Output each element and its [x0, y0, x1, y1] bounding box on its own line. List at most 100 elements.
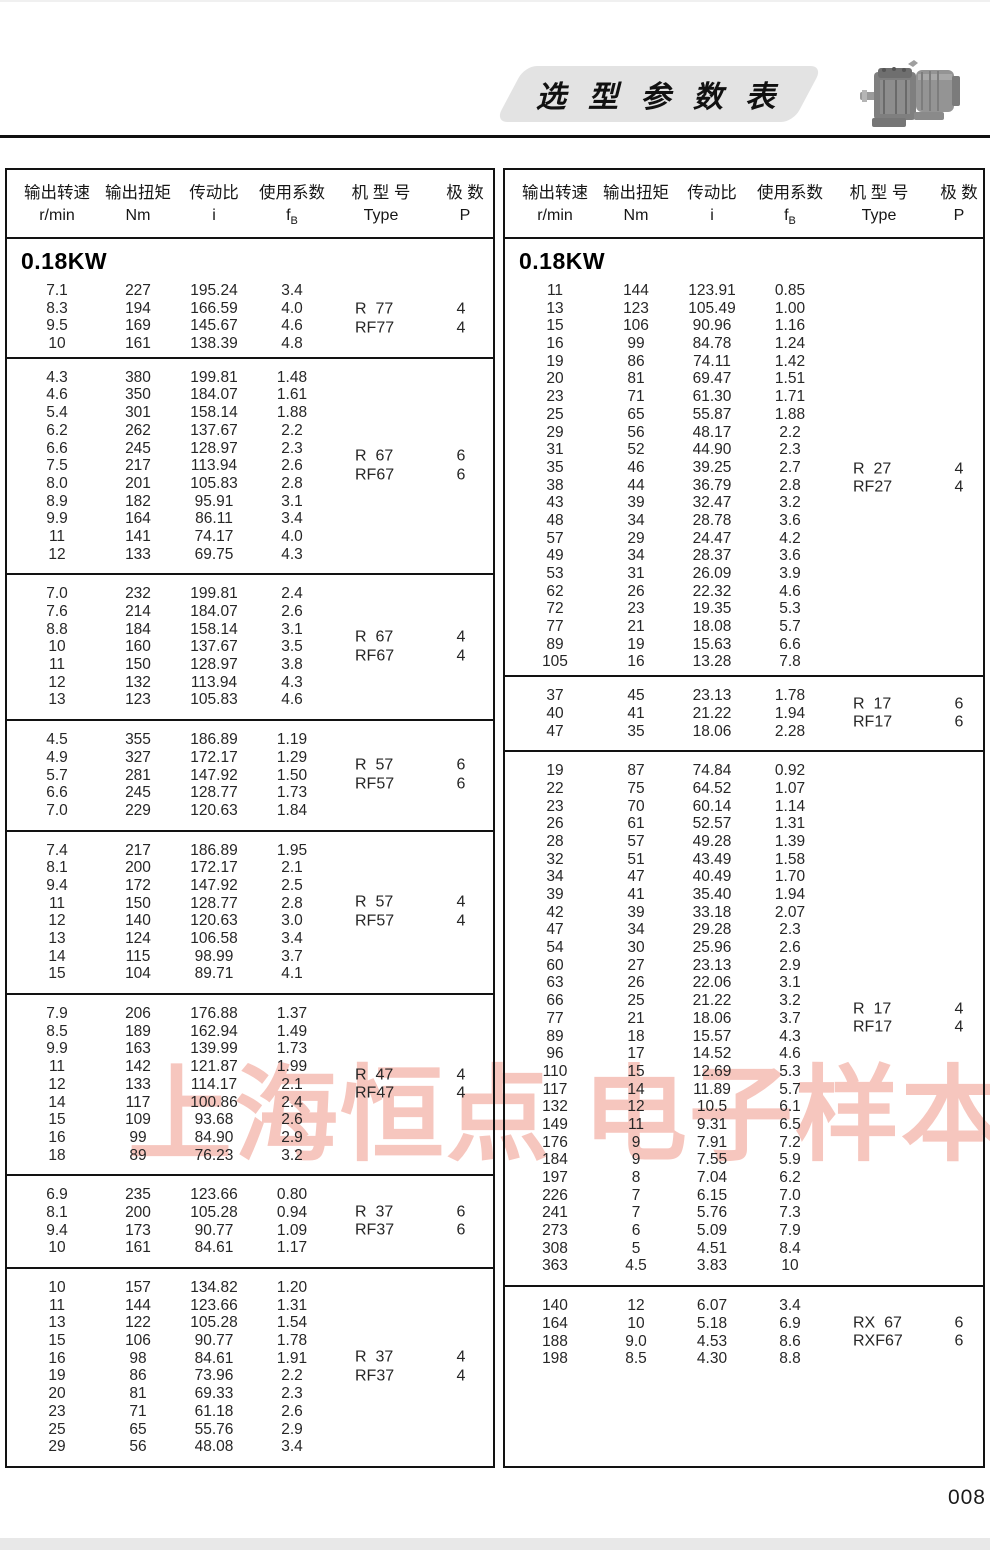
table-header-left: 输出转速 r/min 输出扭矩 Nm 传动比 i 使用系数 fB 机 型 号 T… [7, 170, 493, 239]
cell-service-factor: 1.78 [774, 687, 806, 705]
table-row: 4.3 380 199.81 1.48 [7, 369, 493, 387]
type-label: RF67 [355, 647, 395, 665]
cell-service-factor: 7.8 [779, 653, 801, 671]
cell-service-factor: 2.8 [281, 894, 303, 912]
cell-ratio: 4.53 [696, 1332, 728, 1350]
cell-output-speed: 8.1 [46, 859, 68, 877]
cell-output-speed: 184 [542, 1151, 568, 1169]
cell-ratio: 3.83 [696, 1257, 728, 1275]
cell-output-speed: 7.6 [46, 603, 68, 620]
cell-ratio: 5.18 [696, 1314, 728, 1332]
cell-output-speed: 29 [546, 423, 564, 441]
table-row: 7.5 217 113.94 2.6 [7, 457, 493, 475]
table-row: 77 21 18.08 5.7 [505, 618, 983, 636]
cell-output-speed: 10 [48, 638, 66, 656]
cell-service-factor: 1.84 [276, 801, 308, 819]
cell-ratio: 128.77 [190, 784, 238, 802]
cell-output-torque: 86 [627, 352, 645, 370]
page-title: 选 型 参 数 表 [535, 81, 783, 114]
cell-ratio: 120.63 [190, 912, 238, 930]
cell-service-factor: 1.39 [774, 832, 806, 850]
cell-output-speed: 34 [546, 868, 564, 886]
cell-output-torque: 39 [627, 903, 645, 921]
cell-output-torque: 161 [125, 1239, 151, 1257]
cell-ratio: 19.35 [692, 600, 732, 618]
table-row: 18 89 76.23 3.2 [7, 1147, 493, 1165]
cell-ratio: 123.66 [190, 1296, 238, 1314]
table-row: 241 7 5.76 7.3 [505, 1204, 983, 1222]
cell-output-speed: 23 [48, 1402, 66, 1420]
cell-ratio: 21.22 [692, 704, 732, 722]
table-row: 7.4 217 186.89 1.95 [7, 842, 493, 860]
cell-service-factor: 6.5 [779, 1115, 801, 1133]
table-row: 9.9 163 139.99 1.73 [7, 1040, 493, 1058]
cell-output-torque: 56 [627, 423, 645, 441]
power-rating-label: 0.18KW [21, 248, 108, 274]
type-label: RF57 [355, 775, 395, 793]
cell-ratio: 5.76 [696, 1204, 728, 1222]
cell-output-speed: 9.4 [46, 876, 68, 894]
cell-output-speed: 13 [48, 1314, 66, 1332]
cell-output-speed: 62 [546, 582, 564, 600]
table-row: 11 141 74.17 4.0 [7, 528, 493, 546]
table-row: 26 61 52.57 1.31 [505, 815, 983, 833]
cell-ratio: 7.55 [696, 1151, 728, 1169]
poles-value: 4 [456, 1367, 466, 1385]
header-output-speed-cn: 输出转速 [24, 184, 90, 202]
cell-output-torque: 47 [627, 868, 645, 886]
cell-output-torque: 12 [627, 1098, 645, 1116]
cell-service-factor: 1.54 [276, 1314, 308, 1332]
cell-output-speed: 66 [546, 992, 564, 1010]
type-label: RF17 [853, 713, 893, 731]
cell-output-speed: 38 [546, 476, 564, 494]
cell-output-torque: 217 [125, 841, 151, 859]
header-output-torque-unit: Nm [125, 207, 151, 224]
cell-output-torque: 89 [129, 1146, 147, 1164]
cell-output-speed: 7.1 [46, 282, 68, 299]
cell-ratio: 145.67 [190, 317, 238, 335]
cell-output-speed: 4.3 [46, 368, 68, 386]
cell-output-torque: 169 [125, 317, 151, 335]
cell-ratio: 76.23 [194, 1146, 234, 1164]
cell-ratio: 121.87 [190, 1058, 238, 1076]
cell-output-speed: 8.0 [46, 474, 68, 492]
table-row: 8.1 200 105.28 0.94 [7, 1204, 493, 1222]
type-label: RF37 [355, 1221, 395, 1239]
cell-service-factor: 1.16 [774, 317, 806, 335]
table-row: 66 25 21.22 3.2 [505, 992, 983, 1010]
cell-service-factor: 3.1 [281, 620, 303, 638]
table-row: 48 34 28.78 3.6 [505, 512, 983, 530]
cell-ratio: 15.63 [692, 635, 732, 653]
table-row: 47 34 29.28 2.3 [505, 921, 983, 939]
cell-output-speed: 8.1 [46, 1203, 68, 1221]
table-row: 8.0 201 105.83 2.8 [7, 475, 493, 493]
cell-ratio: 100.86 [190, 1093, 238, 1111]
cell-service-factor: 3.9 [779, 565, 801, 582]
cell-service-factor: 4.1 [281, 965, 303, 983]
cell-output-speed: 11 [48, 1058, 66, 1076]
cell-ratio: 137.67 [190, 638, 238, 656]
cell-ratio: 138.39 [190, 335, 238, 353]
cell-service-factor: 1.78 [276, 1332, 308, 1350]
cell-ratio: 106.58 [190, 930, 238, 947]
cell-service-factor: 2.3 [779, 441, 801, 459]
cell-output-torque: 122 [125, 1314, 151, 1332]
cell-output-torque: 235 [125, 1186, 151, 1204]
cell-output-speed: 18 [48, 1146, 66, 1164]
cell-output-speed: 11 [48, 527, 66, 545]
table-body-left: 7.1 227 195.24 3.4 8.3 194 166.59 4.0 9.5 169 145.… [7, 282, 493, 1466]
cell-output-speed: 5.7 [46, 766, 68, 784]
cell-ratio: 18.06 [692, 1009, 732, 1027]
cell-ratio: 105.83 [190, 691, 238, 709]
cell-ratio: 49.28 [692, 832, 732, 850]
cell-output-torque: 161 [125, 335, 151, 353]
selection-table-left: 输出转速 r/min 输出扭矩 Nm 传动比 i 使用系数 fB 机 型 号 T… [5, 168, 495, 1468]
cell-ratio: 21.22 [692, 992, 732, 1010]
table-row: 7.0 232 199.81 2.4 [7, 585, 493, 603]
cell-output-speed: 54 [546, 939, 564, 957]
cell-ratio: 172.17 [190, 748, 238, 766]
cell-output-torque: 21 [627, 618, 645, 636]
cell-output-torque: 214 [125, 603, 151, 620]
cell-service-factor: 3.0 [281, 912, 303, 930]
cell-service-factor: 1.29 [276, 748, 308, 766]
